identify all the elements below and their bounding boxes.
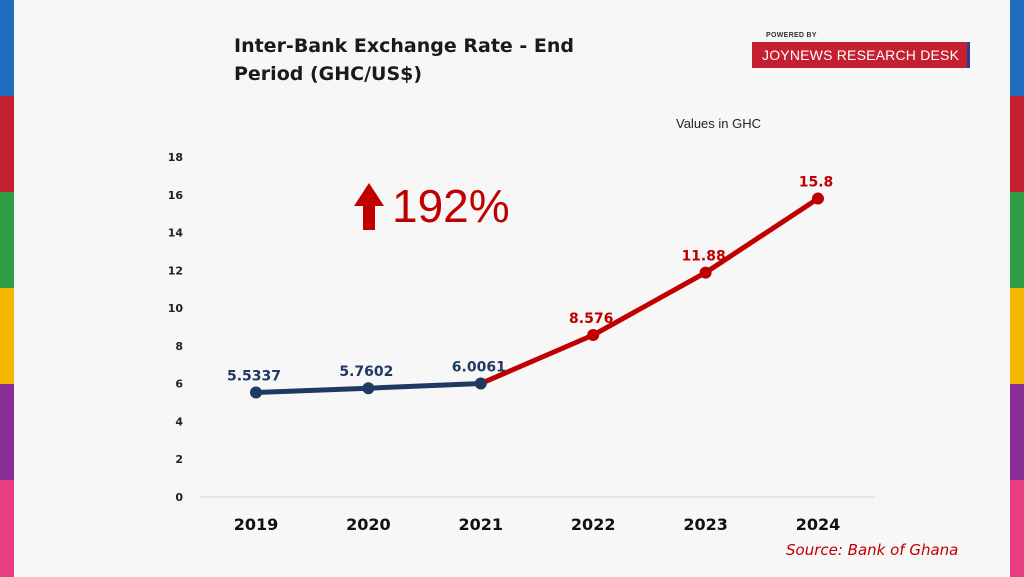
data-label: 8.576: [569, 311, 613, 327]
data-point: [474, 377, 487, 390]
highlight-percent: 192%: [392, 180, 510, 232]
y-tick-label: 18: [168, 151, 183, 164]
chart-title-line-2: Period (GHC/US$): [234, 63, 423, 85]
left-color-stripe: [0, 0, 14, 577]
y-tick-label: 2: [175, 453, 183, 466]
brand-name: JOYNEWS RESEARCH DESK: [752, 42, 971, 68]
y-tick-label: 12: [168, 264, 183, 277]
data-point: [250, 386, 262, 399]
x-tick-label: 2022: [571, 515, 616, 534]
x-tick-label: 2023: [683, 515, 728, 534]
stripe-band: [1010, 288, 1024, 385]
y-tick-label: 8: [175, 340, 183, 353]
stripe-band: [1010, 0, 1024, 97]
up-arrow-icon: [354, 183, 384, 230]
data-label: 5.7602: [339, 364, 393, 380]
data-point: [812, 192, 824, 205]
y-tick-label: 4: [175, 415, 183, 428]
y-tick-label: 16: [168, 189, 184, 202]
data-label: 5.5337: [227, 368, 281, 384]
stripe-band: [0, 192, 14, 289]
stripe-band: [1010, 96, 1024, 193]
x-tick-label: 2021: [459, 515, 504, 534]
highlight-callout: 192%: [354, 180, 510, 232]
data-label: 6.0061: [452, 360, 506, 376]
right-color-stripe: [1010, 0, 1024, 577]
data-point: [587, 329, 600, 342]
brand-badge: POWERED BY JOYNEWS RESEARCH DESK: [752, 32, 971, 68]
values-note: Values in GHC: [676, 116, 762, 131]
series-line-segment: [478, 196, 821, 387]
stripe-band: [1010, 480, 1024, 577]
stripe-band: [1010, 192, 1024, 289]
source-note: Source: Bank of Ghana: [786, 541, 959, 559]
chart-title: Inter-Bank Exchange Rate - End Period (G…: [234, 32, 654, 88]
stripe-band: [1010, 384, 1024, 481]
data-point: [699, 266, 712, 279]
y-tick-label: 6: [175, 378, 183, 391]
data-point: [362, 382, 375, 395]
stripe-band: [0, 96, 14, 193]
stripe-band: [0, 288, 14, 385]
data-label: 11.88: [681, 249, 725, 265]
powered-by-label: POWERED BY: [766, 32, 817, 39]
chart-title-line-1: Inter-Bank Exchange Rate - End: [234, 35, 575, 57]
stripe-band: [0, 480, 14, 577]
y-tick-label: 0: [175, 491, 183, 504]
y-tick-label: 10: [168, 302, 184, 315]
x-tick-label: 2024: [796, 515, 841, 534]
stripe-band: [0, 384, 14, 481]
data-label: 15.8: [799, 175, 834, 191]
x-tick-label: 2019: [234, 515, 279, 534]
stripe-band: [0, 0, 14, 97]
y-tick-label: 14: [168, 227, 184, 240]
x-tick-label: 2020: [346, 515, 391, 534]
